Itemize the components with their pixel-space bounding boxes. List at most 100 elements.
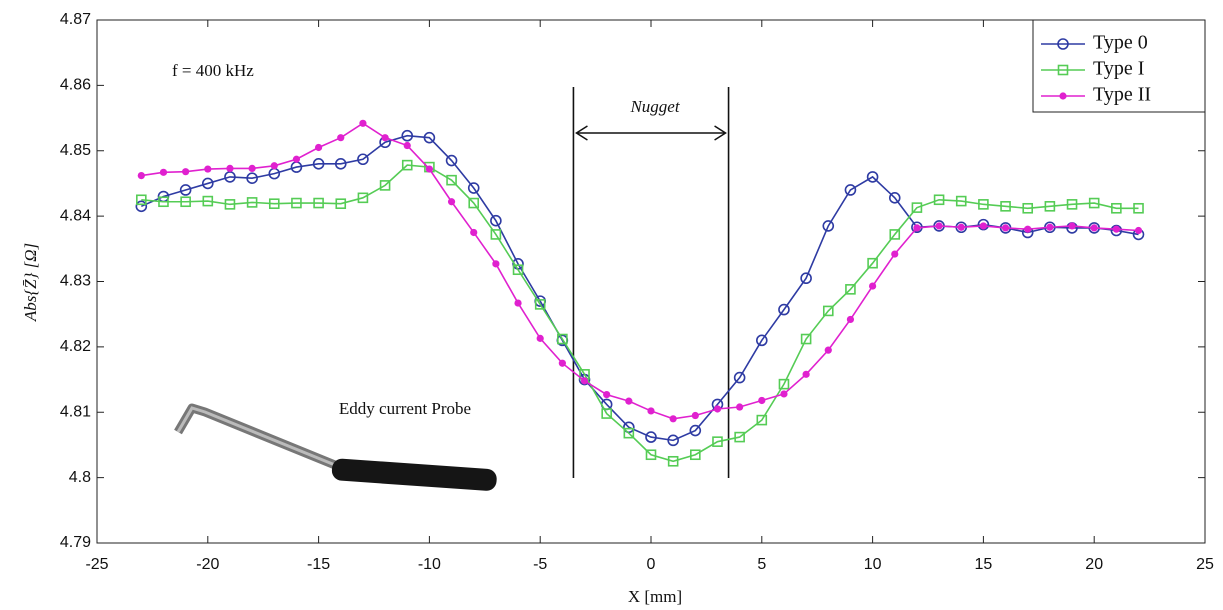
y-axis-label: Abs{Z̄} [Ω] bbox=[21, 243, 40, 322]
data-point bbox=[844, 184, 857, 196]
y-tick-label: 4.8 bbox=[69, 469, 91, 486]
data-point bbox=[315, 143, 323, 152]
y-tick-label: 4.82 bbox=[60, 338, 91, 355]
data-point bbox=[913, 224, 921, 232]
y-tick-label: 4.84 bbox=[60, 207, 91, 224]
x-tick-label: -10 bbox=[418, 556, 441, 573]
data-point bbox=[623, 427, 635, 439]
data-point bbox=[446, 174, 457, 186]
legend-label: Type I bbox=[1093, 58, 1144, 80]
data-point bbox=[957, 223, 965, 231]
data-point bbox=[557, 333, 568, 345]
data-point bbox=[204, 165, 212, 173]
data-point bbox=[292, 155, 301, 163]
data-point bbox=[136, 194, 147, 206]
legend-marker bbox=[1057, 64, 1069, 76]
data-point bbox=[667, 434, 679, 447]
x-tick-label: -5 bbox=[533, 556, 547, 573]
data-point bbox=[226, 164, 234, 173]
data-point bbox=[755, 334, 768, 347]
data-point bbox=[182, 168, 190, 176]
data-point bbox=[357, 153, 369, 166]
data-point bbox=[490, 229, 502, 240]
legend-marker bbox=[1059, 92, 1067, 100]
series bbox=[135, 129, 1145, 447]
data-point bbox=[558, 359, 566, 367]
data-point bbox=[467, 182, 480, 194]
data-point bbox=[736, 403, 744, 411]
data-point bbox=[977, 218, 990, 231]
data-point bbox=[713, 405, 722, 413]
x-tick-label: 15 bbox=[975, 556, 993, 573]
data-point bbox=[312, 158, 325, 170]
legend-marker bbox=[1057, 38, 1069, 50]
data-point bbox=[758, 396, 766, 405]
data-point bbox=[800, 333, 812, 345]
nugget-label: Nugget bbox=[629, 97, 680, 116]
data-point bbox=[802, 370, 810, 378]
data-point bbox=[1001, 224, 1010, 232]
data-point bbox=[845, 284, 856, 295]
y-tick-label: 4.87 bbox=[60, 11, 91, 28]
x-tick-label: 5 bbox=[757, 556, 766, 573]
probe-photo bbox=[174, 403, 497, 491]
data-point bbox=[690, 449, 701, 461]
data-point bbox=[534, 299, 546, 310]
data-point bbox=[1024, 225, 1032, 233]
data-point bbox=[645, 431, 657, 443]
data-point bbox=[733, 371, 746, 384]
x-tick-label: 10 bbox=[864, 556, 882, 573]
data-point bbox=[268, 198, 280, 210]
legend-label: Type II bbox=[1093, 84, 1151, 106]
data-point bbox=[869, 282, 877, 290]
data-point bbox=[888, 192, 901, 204]
x-tick-label: -15 bbox=[307, 556, 330, 573]
series-line bbox=[141, 122, 1139, 420]
data-point bbox=[379, 180, 391, 191]
data-point bbox=[334, 158, 347, 170]
data-point bbox=[691, 411, 699, 420]
x-tick-label: -25 bbox=[85, 556, 108, 573]
data-point bbox=[425, 165, 433, 173]
data-point bbox=[734, 431, 745, 443]
data-point bbox=[780, 390, 788, 398]
x-tick-label: 20 bbox=[1085, 556, 1103, 573]
x-tick-label: 25 bbox=[1196, 556, 1214, 573]
data-point bbox=[933, 194, 945, 206]
data-point bbox=[159, 168, 168, 176]
data-point bbox=[1088, 197, 1100, 209]
arrow-head bbox=[714, 125, 727, 141]
data-point bbox=[246, 172, 258, 185]
data-point bbox=[248, 164, 256, 173]
data-point bbox=[800, 272, 812, 285]
data-point bbox=[667, 455, 679, 467]
y-tick-label: 4.83 bbox=[60, 273, 91, 290]
data-point bbox=[1110, 224, 1123, 237]
data-point bbox=[403, 141, 411, 150]
data-point bbox=[180, 196, 191, 208]
data-point bbox=[158, 196, 169, 208]
data-point bbox=[401, 129, 414, 142]
data-point bbox=[492, 260, 500, 268]
series-line bbox=[141, 164, 1139, 463]
y-tick-label: 4.79 bbox=[60, 534, 91, 551]
series bbox=[136, 159, 1144, 467]
y-tick-label: 4.81 bbox=[60, 403, 91, 420]
data-point bbox=[1066, 199, 1078, 210]
probe-cable-highlight bbox=[176, 406, 336, 467]
data-point bbox=[490, 214, 502, 227]
series bbox=[137, 119, 1143, 423]
data-point bbox=[359, 119, 367, 127]
data-point bbox=[447, 198, 456, 206]
data-point bbox=[224, 199, 236, 210]
data-point bbox=[625, 397, 633, 405]
data-point bbox=[1046, 223, 1054, 231]
data-point bbox=[335, 198, 347, 210]
data-point bbox=[291, 197, 302, 209]
data-point bbox=[978, 199, 989, 210]
data-point bbox=[1112, 225, 1120, 233]
data-point bbox=[468, 197, 480, 209]
probe-body bbox=[331, 458, 497, 491]
data-point bbox=[514, 299, 522, 307]
